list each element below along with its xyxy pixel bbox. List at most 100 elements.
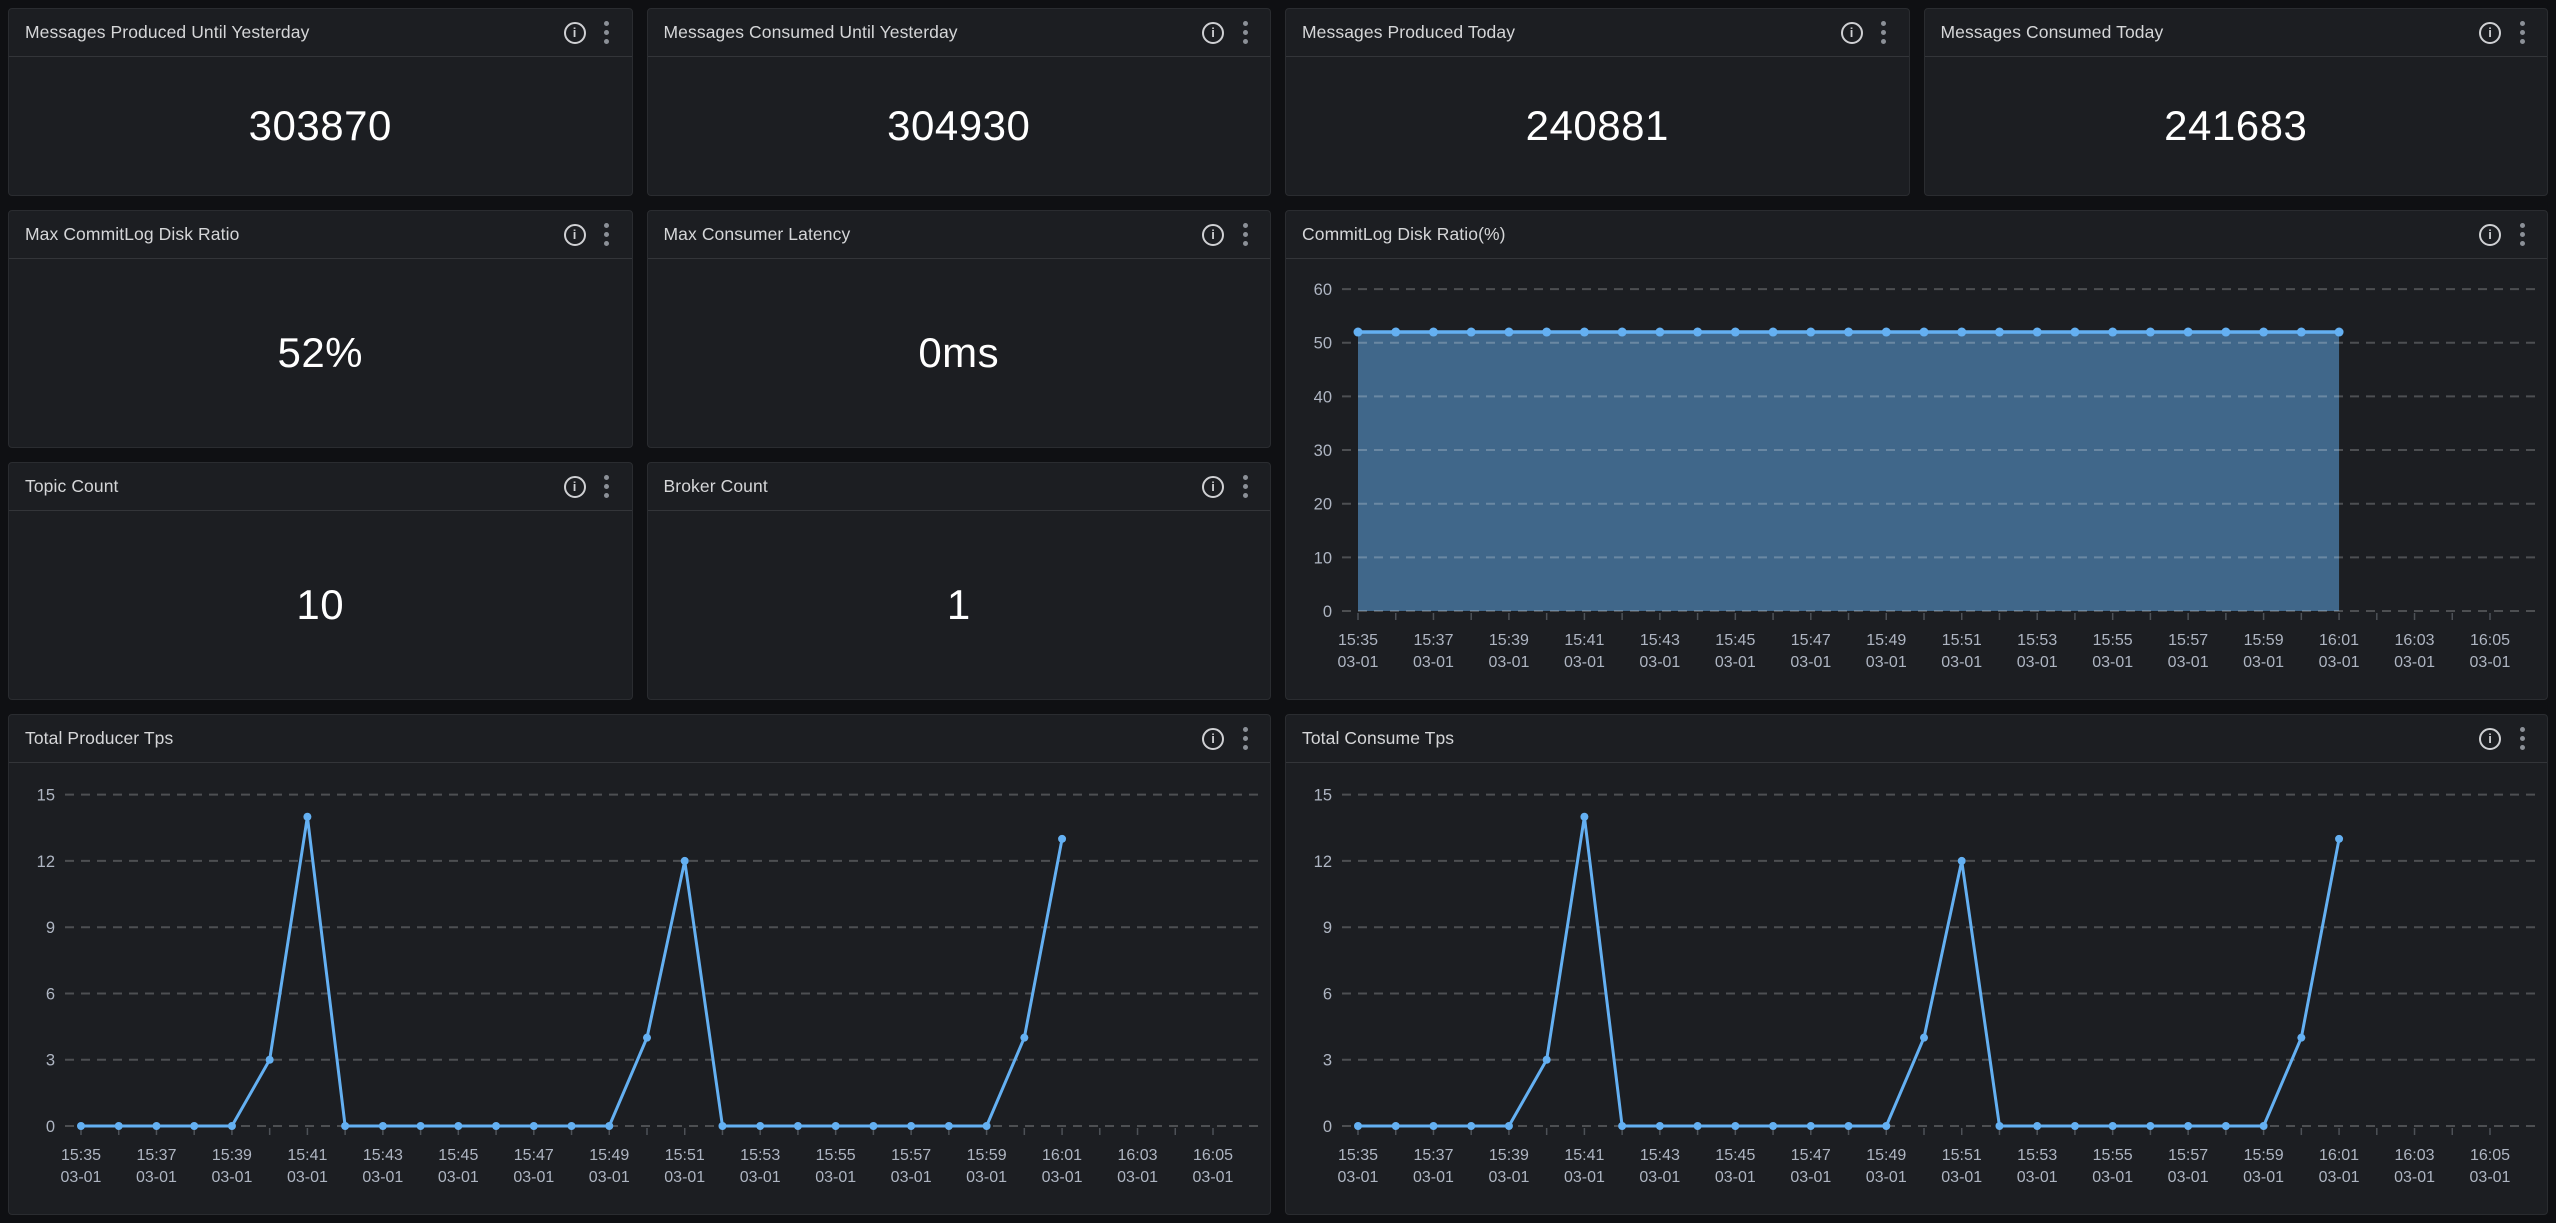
svg-text:03-01: 03-01 [2017, 1169, 2058, 1186]
svg-text:15:59: 15:59 [967, 1147, 1007, 1164]
panel-title[interactable]: Total Consume Tps [1302, 728, 2479, 749]
panel-header-icons: i [1202, 725, 1256, 753]
svg-text:16:01: 16:01 [2319, 1147, 2359, 1164]
panel-title[interactable]: Max CommitLog Disk Ratio [25, 224, 564, 245]
commitlog-disk-ratio-timeseries-chart[interactable]: 010203040506015:3503-0115:3703-0115:3903… [1286, 259, 2547, 699]
svg-text:12: 12 [1314, 853, 1332, 871]
panel-title[interactable]: Max Consumer Latency [664, 224, 1203, 245]
svg-text:15:37: 15:37 [1413, 1147, 1453, 1164]
svg-text:03-01: 03-01 [1790, 654, 1831, 671]
info-icon[interactable]: i [564, 476, 586, 498]
svg-text:15:41: 15:41 [1564, 1147, 1604, 1164]
svg-text:15:57: 15:57 [2168, 1147, 2208, 1164]
panel-title[interactable]: Messages Consumed Until Yesterday [664, 22, 1203, 43]
svg-text:03-01: 03-01 [1639, 1169, 1680, 1186]
panel-total-producer-tps-chart: Total Producer Tps i 0369121515:3503-011… [8, 714, 1271, 1215]
svg-text:03-01: 03-01 [2243, 654, 2284, 671]
svg-text:03-01: 03-01 [2319, 1169, 2360, 1186]
panel-commitlog-disk-ratio-chart: CommitLog Disk Ratio(%) i 01020304050601… [1285, 210, 2548, 700]
svg-text:9: 9 [1323, 919, 1332, 937]
stat-value: 241683 [2164, 102, 2307, 150]
svg-text:03-01: 03-01 [664, 1169, 705, 1186]
panel-header-icons: i [2479, 19, 2533, 47]
svg-text:0: 0 [46, 1118, 55, 1136]
panel-title[interactable]: Broker Count [664, 476, 1203, 497]
panel-header: Messages Produced Until Yesterday i [9, 9, 632, 57]
kebab-menu-icon[interactable] [2511, 725, 2533, 753]
svg-text:6: 6 [46, 985, 55, 1003]
svg-text:15: 15 [37, 787, 55, 805]
svg-text:15:43: 15:43 [1640, 1147, 1680, 1164]
panel-header-icons: i [1202, 19, 1256, 47]
svg-text:03-01: 03-01 [362, 1169, 403, 1186]
svg-text:15:37: 15:37 [136, 1147, 176, 1164]
svg-text:40: 40 [1314, 388, 1332, 406]
svg-text:16:03: 16:03 [2395, 1147, 2435, 1164]
kebab-menu-icon[interactable] [1234, 725, 1256, 753]
stat-value: 240881 [1526, 102, 1669, 150]
panel-header: Total Consume Tps i [1286, 715, 2547, 763]
panel-messages-produced-today: Messages Produced Today i 240881 [1285, 8, 1910, 196]
info-icon[interactable]: i [1202, 728, 1224, 750]
info-icon[interactable]: i [564, 224, 586, 246]
svg-text:9: 9 [46, 919, 55, 937]
panel-header-icons: i [1202, 473, 1256, 501]
svg-text:16:03: 16:03 [1118, 1147, 1158, 1164]
svg-text:15:39: 15:39 [212, 1147, 252, 1164]
info-icon[interactable]: i [2479, 224, 2501, 246]
panel-header: Messages Produced Today i [1286, 9, 1909, 57]
svg-text:15:43: 15:43 [363, 1147, 403, 1164]
svg-text:03-01: 03-01 [1564, 654, 1605, 671]
svg-text:3: 3 [1323, 1052, 1332, 1070]
svg-text:15:49: 15:49 [589, 1147, 629, 1164]
total-consume-tps-timeseries-chart[interactable]: 0369121515:3503-0115:3703-0115:3903-0115… [1286, 763, 2547, 1214]
info-icon[interactable]: i [2479, 22, 2501, 44]
panel-header: Max Consumer Latency i [648, 211, 1271, 259]
info-icon[interactable]: i [1202, 22, 1224, 44]
panel-title[interactable]: Messages Produced Today [1302, 22, 1841, 43]
svg-text:50: 50 [1314, 335, 1332, 353]
kebab-menu-icon[interactable] [596, 221, 618, 249]
info-icon[interactable]: i [2479, 728, 2501, 750]
panel-header-icons: i [1841, 19, 1895, 47]
svg-text:03-01: 03-01 [2470, 1169, 2511, 1186]
info-icon[interactable]: i [1841, 22, 1863, 44]
kebab-menu-icon[interactable] [1873, 19, 1895, 47]
total-producer-tps-timeseries-chart[interactable]: 0369121515:3503-0115:3703-0115:3903-0115… [9, 763, 1270, 1214]
svg-text:15:49: 15:49 [1866, 1147, 1906, 1164]
svg-text:15:47: 15:47 [514, 1147, 554, 1164]
kebab-menu-icon[interactable] [2511, 221, 2533, 249]
svg-text:03-01: 03-01 [1338, 1169, 1379, 1186]
kebab-menu-icon[interactable] [596, 473, 618, 501]
panel-header-icons: i [564, 473, 618, 501]
svg-text:03-01: 03-01 [1715, 654, 1756, 671]
svg-text:03-01: 03-01 [513, 1169, 554, 1186]
panel-title[interactable]: Messages Produced Until Yesterday [25, 22, 564, 43]
svg-text:03-01: 03-01 [1488, 1169, 1529, 1186]
panel-title[interactable]: Messages Consumed Today [1941, 22, 2480, 43]
info-icon[interactable]: i [564, 22, 586, 44]
svg-text:15:45: 15:45 [1715, 1147, 1755, 1164]
svg-text:16:05: 16:05 [1193, 1147, 1233, 1164]
panel-title[interactable]: Topic Count [25, 476, 564, 497]
svg-text:15:35: 15:35 [1338, 1147, 1378, 1164]
panel-title[interactable]: Total Producer Tps [25, 728, 1202, 749]
panel-title[interactable]: CommitLog Disk Ratio(%) [1302, 224, 2479, 245]
kebab-menu-icon[interactable] [1234, 221, 1256, 249]
svg-text:15:53: 15:53 [740, 1147, 780, 1164]
svg-text:15:59: 15:59 [2244, 632, 2284, 649]
svg-text:03-01: 03-01 [2319, 654, 2360, 671]
panel-messages-produced-until-yesterday: Messages Produced Until Yesterday i 3038… [8, 8, 633, 196]
info-icon[interactable]: i [1202, 224, 1224, 246]
svg-text:20: 20 [1314, 496, 1332, 514]
svg-text:15:45: 15:45 [1715, 632, 1755, 649]
kebab-menu-icon[interactable] [1234, 473, 1256, 501]
kebab-menu-icon[interactable] [1234, 19, 1256, 47]
svg-text:6: 6 [1323, 985, 1332, 1003]
info-icon[interactable]: i [1202, 476, 1224, 498]
svg-text:03-01: 03-01 [287, 1169, 328, 1186]
kebab-menu-icon[interactable] [2511, 19, 2533, 47]
svg-text:03-01: 03-01 [1338, 654, 1379, 671]
svg-text:03-01: 03-01 [891, 1169, 932, 1186]
kebab-menu-icon[interactable] [596, 19, 618, 47]
